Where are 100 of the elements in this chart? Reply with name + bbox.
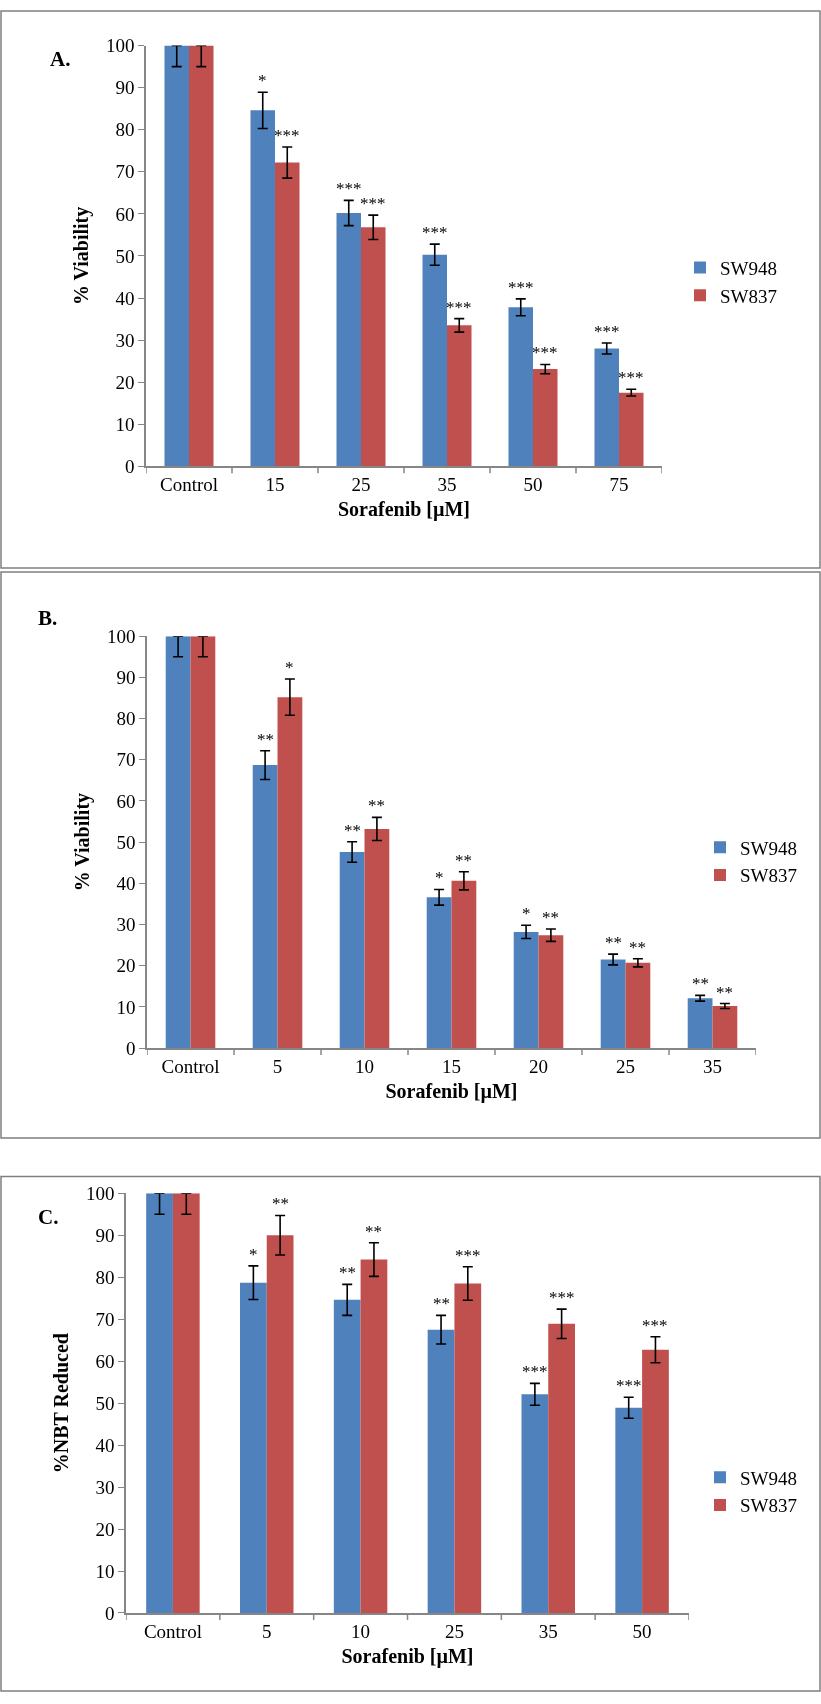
bar [277, 697, 303, 1049]
bar [538, 935, 564, 1049]
x-tick-label: 25 [351, 473, 371, 495]
bar [548, 1323, 575, 1613]
x-tick-label: 50 [632, 1620, 652, 1642]
bar [364, 828, 390, 1049]
y-tick-label: 20 [116, 955, 136, 977]
bar [642, 1349, 669, 1613]
bar [190, 636, 216, 1049]
bar [594, 348, 619, 467]
bar [600, 959, 626, 1049]
annotation: * [522, 904, 531, 923]
x-axis-title: Sorafenib [µM] [385, 1079, 518, 1103]
bar [712, 1006, 738, 1049]
bar [427, 1329, 455, 1613]
annotation: ** [629, 938, 646, 957]
y-tick-label: 30 [95, 1476, 115, 1498]
chart-title: B. [38, 606, 58, 630]
bar [422, 254, 447, 467]
y-tick-label: 0 [124, 455, 135, 477]
annotation: *** [616, 1376, 642, 1395]
bar [250, 110, 275, 467]
y-tick-label: 30 [116, 914, 136, 936]
y-tick-label: 100 [105, 35, 135, 57]
annotation: * [258, 71, 267, 90]
bar [252, 765, 278, 1049]
bar [275, 162, 300, 467]
x-tick-label: 35 [703, 1055, 722, 1077]
bar [333, 1299, 361, 1613]
y-tick-label: 30 [115, 329, 135, 351]
y-tick-label: 40 [95, 1434, 115, 1456]
x-tick-label: Control [159, 473, 219, 495]
legend-label: SW837 [740, 1495, 797, 1517]
bar [615, 1407, 643, 1613]
annotation: *** [508, 278, 534, 297]
annotation: ** [692, 974, 709, 993]
bar [189, 45, 214, 467]
x-tick-label: Control [161, 1055, 220, 1077]
annotation: *** [594, 322, 620, 341]
annotation: *** [642, 1316, 668, 1335]
annotation: ** [605, 933, 622, 952]
bar [240, 1282, 267, 1613]
chart-title: A. [50, 47, 71, 71]
bar [164, 45, 189, 467]
legend-label: SW948 [720, 257, 777, 279]
annotation: *** [455, 1246, 481, 1265]
bar [619, 392, 644, 467]
annotation: *** [422, 223, 448, 242]
annotation: *** [336, 179, 362, 198]
bar [360, 1259, 388, 1613]
annotation: * [249, 1245, 258, 1264]
x-tick-label: 20 [529, 1055, 548, 1077]
x-tick-label: 5 [272, 1055, 283, 1077]
x-tick-label: 15 [442, 1055, 461, 1077]
annotation: ** [257, 730, 274, 749]
bar [146, 1193, 173, 1613]
y-tick-label: 80 [116, 708, 136, 730]
x-tick-label: 5 [262, 1620, 272, 1642]
annotation: *** [360, 194, 386, 213]
x-axis-title: Sorafenib [µM] [337, 497, 471, 521]
bar [625, 962, 651, 1049]
y-tick-label: 100 [85, 1182, 115, 1204]
annotation: ** [272, 1194, 289, 1213]
y-tick-label: 80 [115, 119, 135, 141]
y-tick-label: 20 [115, 371, 135, 393]
annotation: *** [532, 343, 558, 362]
annotation: *** [274, 126, 300, 145]
x-tick-label: 25 [444, 1620, 464, 1642]
legend-label: SW837 [740, 865, 797, 887]
legend-label: SW948 [740, 837, 797, 859]
annotation: *** [446, 298, 472, 317]
bar [687, 998, 713, 1049]
annotation: ** [455, 851, 472, 870]
annotation: *** [618, 368, 644, 387]
y-tick-label: 0 [125, 1037, 136, 1059]
y-tick-label: 40 [116, 872, 136, 894]
y-tick-label: 60 [115, 203, 135, 225]
bar [451, 880, 477, 1049]
annotation: *** [549, 1288, 575, 1307]
y-axis-title: % Viability [69, 206, 93, 306]
y-tick-label: 10 [116, 996, 136, 1018]
y-tick-label: 70 [115, 161, 135, 183]
y-tick-label: 0 [104, 1602, 115, 1624]
annotation: * [285, 658, 294, 677]
legend-label: SW948 [740, 1467, 797, 1489]
x-tick-label: 10 [355, 1055, 374, 1077]
x-tick-label: 10 [351, 1620, 371, 1642]
x-tick-label: 35 [437, 473, 457, 495]
annotation: ** [368, 796, 385, 815]
y-tick-label: 80 [95, 1266, 115, 1288]
annotation: ** [365, 1222, 382, 1241]
y-tick-label: 60 [95, 1350, 115, 1372]
annotation: * [435, 868, 444, 887]
y-tick-label: 90 [95, 1224, 115, 1246]
y-tick-label: 20 [95, 1518, 115, 1540]
annotation: ** [339, 1263, 356, 1282]
bar [426, 897, 452, 1049]
y-axis-title: % Viability [70, 792, 94, 892]
x-tick-label: 50 [523, 473, 543, 495]
legend-label: SW837 [720, 285, 777, 307]
